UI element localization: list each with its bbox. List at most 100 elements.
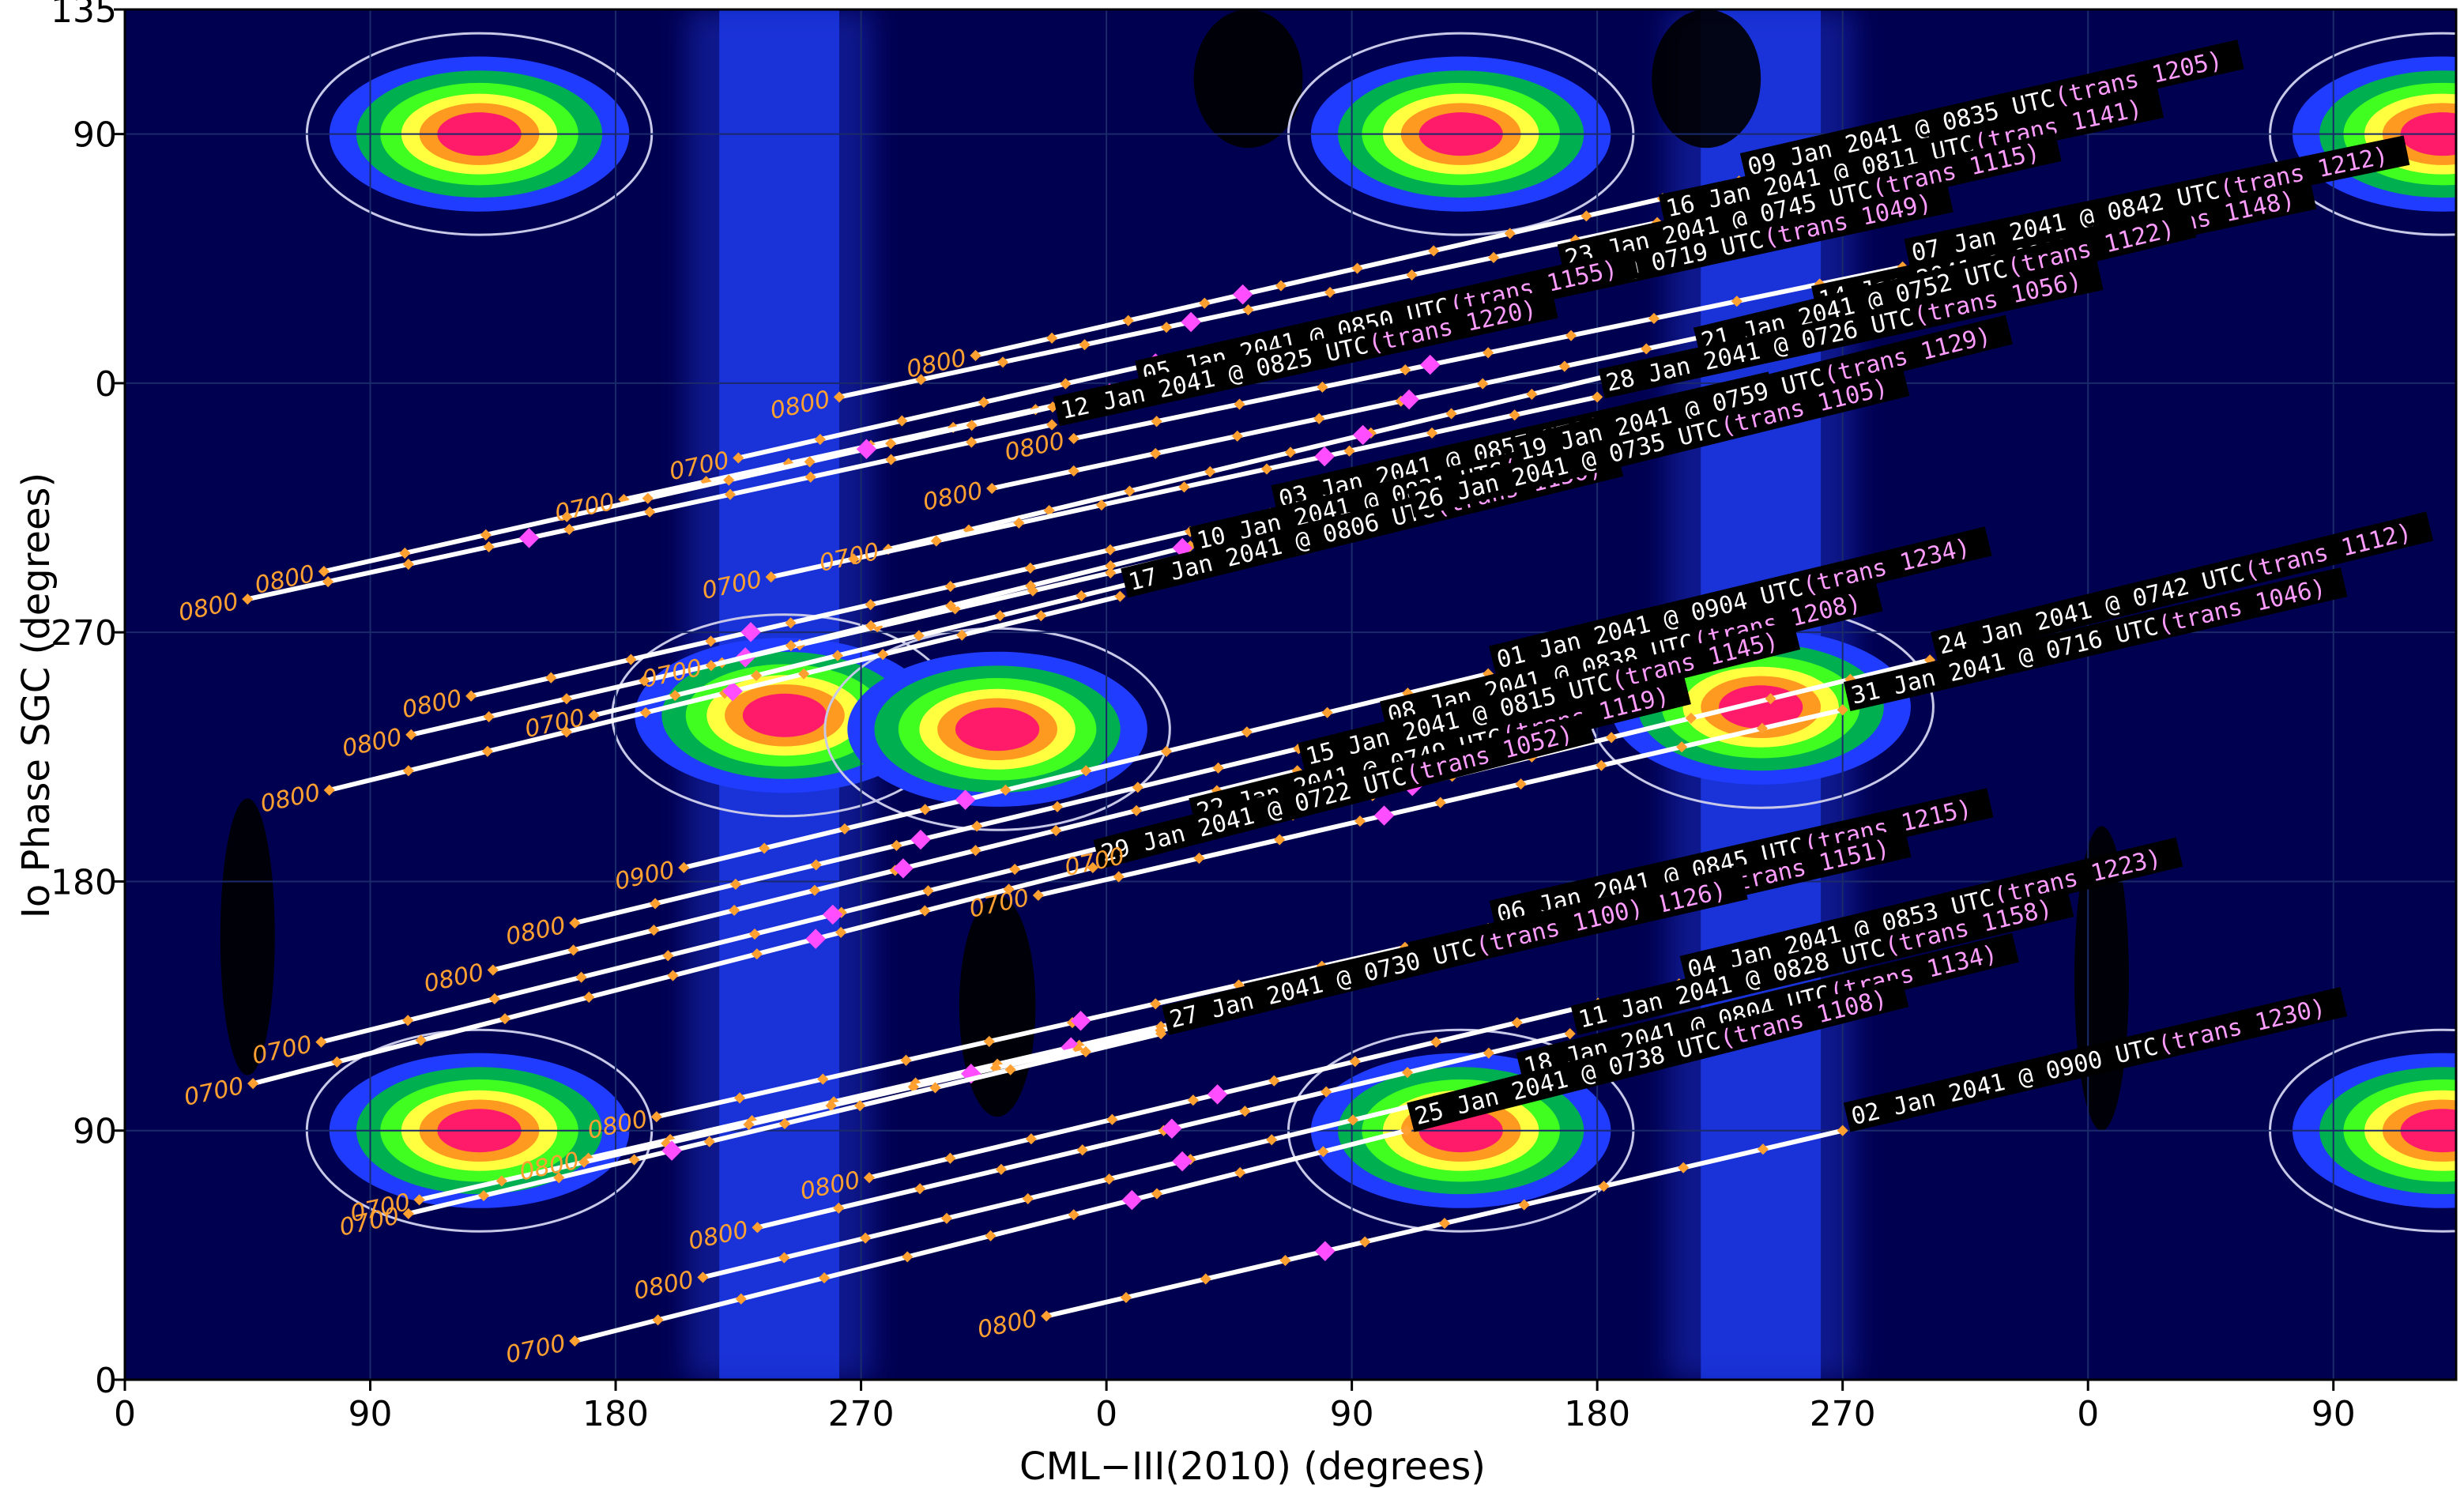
time-tick-marker [1212, 762, 1224, 774]
time-tick-marker [1518, 1199, 1530, 1211]
time-tick-marker [705, 660, 717, 672]
time-tick-marker [1347, 1114, 1359, 1126]
time-tick-marker [995, 1163, 1007, 1175]
time-tick-marker [639, 706, 652, 718]
time-tick-marker [583, 991, 595, 1003]
low-probability-patch [220, 798, 275, 1076]
time-tick-marker [966, 420, 978, 431]
low-probability-patch [959, 895, 1036, 1117]
time-tick-marker [481, 745, 493, 757]
time-tick-marker [860, 1232, 872, 1244]
track-label-background [1843, 567, 2348, 712]
time-tick-marker [798, 668, 810, 680]
time-tick-marker [814, 433, 826, 446]
time-tick-marker [825, 1100, 837, 1112]
time-tick-marker [865, 620, 877, 631]
time-tick-marker [1558, 360, 1570, 372]
time-tick-marker [724, 488, 737, 500]
time-tick-marker [970, 349, 981, 361]
time-tick-marker [1155, 1028, 1167, 1040]
time-tick-marker [1122, 315, 1134, 326]
time-tick-marker [569, 1335, 581, 1347]
time-tick-marker [1025, 580, 1037, 592]
time-tick-marker [1349, 1056, 1361, 1068]
track-label-background [1904, 135, 2410, 269]
time-tick-marker [652, 1314, 664, 1326]
time-tick-marker [1275, 280, 1287, 292]
hour-marker [722, 681, 743, 702]
time-tick-marker [971, 820, 983, 832]
hour-marker [805, 929, 826, 949]
time-tick-marker [413, 1194, 425, 1206]
time-tick-marker [1317, 381, 1328, 393]
time-tick-marker [1000, 784, 1012, 796]
time-tick-marker [402, 1015, 414, 1027]
time-tick-marker [748, 928, 761, 940]
time-tick-marker [1598, 1181, 1610, 1192]
time-tick-marker [1234, 1166, 1246, 1179]
time-tick-marker [561, 510, 573, 522]
time-tick-marker [907, 1081, 919, 1093]
time-tick-marker [1003, 883, 1015, 895]
time-tick-marker [1606, 732, 1618, 744]
time-tick-marker [1079, 339, 1091, 351]
time-tick-marker [1526, 388, 1538, 400]
time-tick-marker [1051, 801, 1064, 812]
time-tick-marker [863, 1172, 876, 1184]
time-tick-marker [1187, 1094, 1199, 1106]
time-tick-marker [1150, 447, 1162, 459]
x-tick-label: 0 [114, 1394, 136, 1434]
time-tick-marker [667, 970, 679, 981]
time-tick-marker [1321, 1086, 1332, 1098]
time-tick-marker [733, 452, 744, 464]
time-tick-marker [1120, 1291, 1132, 1304]
contour-level [955, 707, 1040, 752]
time-tick-marker [1239, 1106, 1251, 1117]
time-tick-marker [1151, 1188, 1163, 1200]
time-tick-marker [1068, 1209, 1079, 1221]
time-tick-marker [956, 629, 968, 641]
time-tick-marker [1060, 378, 1072, 390]
axes-layer: 0 90 180 270 0 90 180 270 0 90 0 90 180 270 0 90 135 [51, 0, 2356, 1434]
time-tick-marker [1150, 998, 1162, 1010]
time-tick-marker [318, 566, 330, 578]
time-tick-marker [705, 635, 717, 647]
x-tick-label: 180 [1564, 1394, 1630, 1434]
track-label-background [1739, 40, 2244, 183]
time-tick-marker [1043, 504, 1055, 517]
time-tick-marker [1151, 416, 1162, 428]
time-tick-marker [733, 1092, 746, 1104]
x-tick-label: 270 [1810, 1394, 1876, 1434]
time-tick-marker [242, 593, 254, 605]
track-label-background [1570, 887, 2074, 1035]
time-tick-marker [940, 1212, 952, 1224]
track-label-background [1053, 288, 1558, 427]
time-tick-marker [1079, 1045, 1091, 1057]
time-tick-marker [1274, 834, 1286, 846]
time-tick-marker [1160, 745, 1173, 757]
track-label-background [1093, 713, 1596, 869]
track-label-background [1407, 367, 1910, 518]
time-tick-marker [1200, 1273, 1211, 1285]
time-tick-marker [588, 710, 600, 721]
track-label-background [1693, 208, 2197, 357]
time-tick-marker [785, 639, 797, 652]
time-tick-marker [402, 765, 414, 777]
time-tick-marker [1105, 567, 1117, 578]
time-tick-marker [1160, 322, 1173, 333]
time-tick-marker [1565, 330, 1577, 341]
time-tick-marker [929, 1082, 941, 1094]
time-tick-marker [499, 1013, 511, 1025]
time-tick-marker [865, 599, 876, 611]
time-tick-marker [1324, 286, 1336, 299]
plot-frame [123, 8, 2458, 1381]
time-tick-marker [1046, 332, 1058, 344]
observation-track [765, 391, 1603, 583]
time-tick-marker [323, 784, 335, 796]
time-tick-marker [1351, 262, 1363, 274]
time-tick-marker [986, 482, 998, 495]
y-tick-label: 135 [51, 0, 117, 31]
time-tick-marker [1241, 726, 1253, 738]
time-tick-marker [930, 535, 942, 547]
time-tick-marker [729, 878, 741, 891]
